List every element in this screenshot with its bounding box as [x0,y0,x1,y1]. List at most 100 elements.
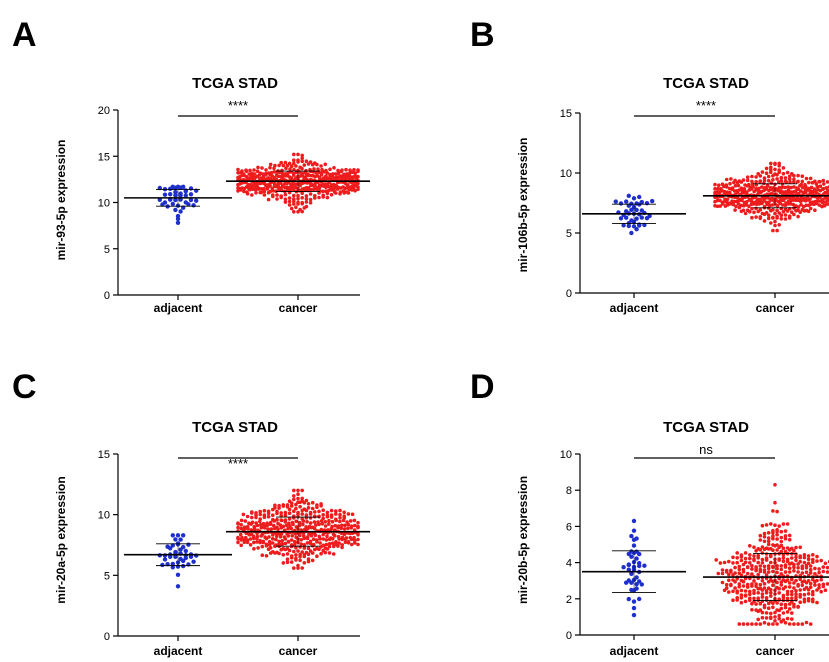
cancer-point [785,522,790,526]
cancer-point [320,167,324,172]
cancer-point [769,170,773,175]
cancer-point [760,185,764,189]
cancer-point [348,531,352,536]
cancer-point [781,611,786,615]
cancer-point [271,188,275,193]
cancer-point [825,198,829,203]
cancer-point [236,171,240,175]
cancer-point [718,561,723,565]
cancer-point [817,570,821,575]
y-tick-label: 5 [566,228,572,240]
cancer-point [310,543,315,548]
cancer-point [802,209,807,213]
cancer-point [342,191,347,195]
cancer-point [750,215,754,220]
cancer-point [306,506,311,510]
cancer-point [790,592,794,597]
panel-c-ylabel: mir-20a-5p expression [54,476,68,603]
cancer-point [775,177,779,181]
cancer-point [248,168,252,173]
adjacent-point [626,193,631,198]
cancer-point [312,520,317,524]
cancer-point [769,588,773,592]
cancer-point [292,488,296,493]
cancer-point [756,617,760,622]
panel-b-xtick-adjacent: adjacent [610,301,659,315]
panel-a-ylabel: mir-93-5p expression [54,140,68,261]
cancer-point [353,541,357,545]
cancer-point [266,511,271,516]
cancer-point [821,187,825,191]
cancer-point [775,173,779,177]
cancer-point [773,223,777,228]
cancer-point [302,561,307,565]
cancer-point [287,517,292,521]
cancer-point [331,552,336,556]
cancer-point [323,162,328,167]
adjacent-point [183,548,188,554]
cancer-point [297,523,302,528]
cancer-point [729,583,733,588]
cancer-point [814,201,819,206]
cancer-point [346,512,351,516]
adjacent-point [170,543,175,548]
cancer-point [775,564,779,568]
cancer-point [731,202,736,207]
cancer-point [304,200,309,204]
cancer-point [264,536,269,541]
cancer-point [272,166,276,171]
cancer-point [739,588,744,593]
cancer-point [279,195,284,200]
cancer-point [324,538,329,542]
cancer-point [796,562,800,566]
cancer-point [779,572,784,576]
cancer-point [271,533,275,537]
cancer-point [731,561,735,565]
cancer-point [239,526,244,531]
cancer-point [305,541,310,545]
adjacent-point [634,216,639,221]
cancer-point [296,152,300,157]
cancer-point [777,524,781,528]
cancer-point [250,511,254,515]
adjacent-point [631,599,637,604]
adjacent-point [637,563,642,569]
cancer-point [268,165,272,170]
cancer-point [821,178,826,183]
cancer-point [752,554,756,558]
cancer-point [771,228,775,233]
cancer-point [792,212,796,217]
cancer-point [292,494,296,498]
cancer-point [250,187,255,192]
cancer-point [808,571,813,575]
cancer-point [748,592,752,597]
cancer-point [817,583,821,587]
adjacent-point [170,533,175,538]
y-tick-label: 0 [566,630,572,642]
adjacent-point [629,580,634,585]
cancer-point [279,511,284,515]
cancer-point [735,180,740,185]
cancer-point [247,187,252,192]
cancer-point [261,540,266,545]
cancer-point [268,162,273,167]
cancer-point [242,189,246,194]
cancer-point [256,187,261,191]
cancer-point [766,174,771,179]
cancer-point [787,607,792,611]
cancer-point [773,615,777,619]
adjacent-point [631,537,637,542]
cancer-point [259,534,264,538]
cancer-point [784,180,789,184]
cancer-point [327,541,332,546]
cancer-point [714,558,718,562]
cancer-point [771,509,775,513]
cancer-point [275,511,279,516]
cancer-point [745,565,750,570]
cancer-point [289,526,294,531]
cancer-point [754,602,758,606]
cancer-point [813,566,817,571]
cancer-point [737,567,742,572]
cancer-point [806,198,810,202]
panel-c-xtick-cancer: cancer [279,644,318,658]
